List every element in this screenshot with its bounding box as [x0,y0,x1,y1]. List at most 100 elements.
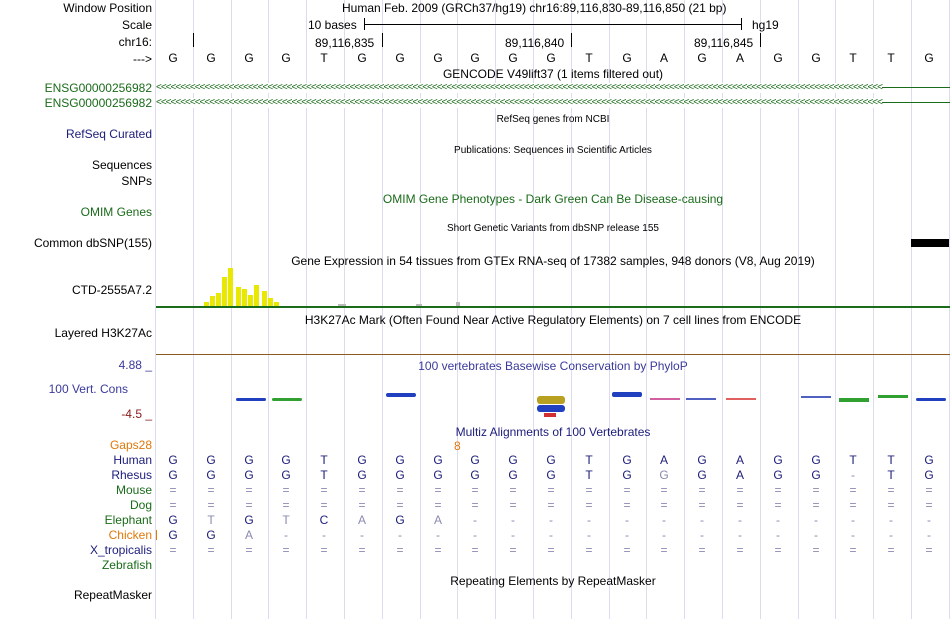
gtex-bar[interactable] [222,277,227,306]
gridline [457,0,458,619]
snps-label[interactable]: SNPs [121,174,152,188]
alignment-base: = [396,543,404,557]
coord-tick-3 [760,33,761,47]
alignment-base: G [395,453,405,467]
gtex-bar[interactable] [242,289,247,306]
alignment-base: = [207,543,215,557]
gtex-track-title[interactable]: Gene Expression in 54 tissues from GTEx … [291,254,815,268]
alignment-base: - [814,513,818,527]
alignment-base: T [849,453,857,467]
gridline [533,0,534,619]
species-rhesus-label[interactable]: Rhesus [111,468,152,482]
alignment-base: - [851,528,855,542]
gtex-bar[interactable] [236,287,241,306]
sequence-base: G [168,51,178,65]
cons-max-label: 4.88 _ [118,358,152,372]
repeatmasker-label[interactable]: RepeatMasker [73,588,152,602]
species-chicken-label[interactable]: Chicken [108,528,152,542]
species-elephant-label[interactable]: Elephant [104,513,152,527]
multiz-track-title[interactable]: Multiz Alignments of 100 Vertebrates [455,425,651,439]
alignment-base: - [625,513,629,527]
gtex-expression-bars[interactable] [156,268,950,306]
alignment-base: = [396,483,404,497]
dbsnp-label[interactable]: Common dbSNP(155) [33,236,152,250]
h3k27ac-label[interactable]: Layered H3K27Ac [54,326,152,340]
cons-label[interactable]: 100 Vert. Cons [48,382,128,396]
refseq-track-title[interactable]: RefSeq genes from NCBI [496,114,610,125]
sequence-base: G [697,51,707,65]
species-xtropicalis-label[interactable]: X_tropicalis [89,543,152,557]
alignment-base: - [587,513,591,527]
alignment-base: = [358,543,366,557]
sequence-base: G [773,51,783,65]
alignment-base: G [395,513,405,527]
gencode-gene-1[interactable]: <<<<<<<<<<<<<<<<<<<<<<<<<<<<<<<<<<<<<<<<… [156,83,950,93]
gtex-bar[interactable] [262,291,267,306]
alignment-base: = [774,543,782,557]
alignment-base: = [698,498,706,512]
sequence-base: G [546,51,556,65]
scale-bar-tick-right [741,18,742,30]
cons-min-label: -4.5 _ [121,407,152,421]
h3k27ac-track-title[interactable]: H3K27Ac Mark (Often Found Near Active Re… [304,313,802,327]
species-zebrafish-label[interactable]: Zebrafish [101,558,152,572]
phylop-conservation-logo[interactable] [156,388,950,418]
track-label-column: Window Position Scale chr16: ---> ENSG00… [0,0,155,619]
alignment-base: = [812,543,820,557]
dbsnp-track-title[interactable]: Short Genetic Variants from dbSNP releas… [447,223,659,234]
track-display-area[interactable]: Human Feb. 2009 (GRCh37/hg19) chr16:89,1… [155,0,950,619]
alignment-base: = [509,498,517,512]
sequences-label[interactable]: Sequences [91,158,152,172]
gtex-bar[interactable] [268,298,273,306]
alignment-base: = [698,483,706,497]
gencode-track-title[interactable]: GENCODE V49lift37 (1 items filtered out) [442,67,664,81]
scale-bar-tick-left [364,18,365,30]
alignment-row-dog[interactable]: = = = = = = = = = = = = = = = = = = = = = [156,498,950,512]
gridline [835,0,836,619]
gtex-bar[interactable] [216,293,221,306]
species-human-label[interactable]: Human [113,453,152,467]
repeatmasker-track-title[interactable]: Repeating Elements by RepeatMasker [450,574,656,588]
alignment-base: - [662,528,666,542]
omim-track-title[interactable]: OMIM Gene Phenotypes - Dark Green Can Be… [382,192,724,206]
gtex-bar[interactable] [248,295,253,306]
gridline [571,0,572,619]
phylop-mark-9 [686,398,716,400]
alignment-base: = [245,483,253,497]
gene-strand-chevrons-2: <<<<<<<<<<<<<<<<<<<<<<<<<<<<<<<<<<<<<<<<… [156,98,883,108]
ensg-label-2[interactable]: ENSG00000256982 [44,96,152,110]
alignment-row-mouse[interactable]: = = = = = = = = = = = = = = = = = = = = = [156,483,950,497]
alignment-row-xtropicalis[interactable]: = = = = = = = = = = = = = = = = = = = = = [156,543,950,557]
phylop-track-title[interactable]: 100 vertebrates Basewise Conservation by… [418,359,688,373]
gencode-gene-2[interactable]: <<<<<<<<<<<<<<<<<<<<<<<<<<<<<<<<<<<<<<<<… [156,98,950,108]
alignment-base: = [207,483,215,497]
gridline [155,0,156,619]
alignment-base: G [546,453,556,467]
gtex-bar[interactable] [274,302,279,306]
dbsnp-variant-bar[interactable] [911,239,949,247]
omim-label[interactable]: OMIM Genes [80,205,152,219]
species-dog-label[interactable]: Dog [129,498,152,512]
publications-track-title[interactable]: Publications: Sequences in Scientific Ar… [454,145,652,156]
alignment-base: = [396,498,404,512]
sequence-base: G [622,51,632,65]
phylop-mark-8 [650,398,680,400]
refseq-label[interactable]: RefSeq Curated [65,127,152,141]
gaps-label[interactable]: Gaps28 [109,438,152,452]
sequence-base: T [887,51,895,65]
sequence-base: T [585,51,593,65]
ensg-label-1[interactable]: ENSG00000256982 [44,81,152,95]
alignment-base: = [585,498,593,512]
species-mouse-label[interactable]: Mouse [115,483,152,497]
gtex-bar[interactable] [228,268,233,306]
ctd-label[interactable]: CTD-2555A7.2 [71,283,152,297]
sequence-base: G [433,51,443,65]
gtex-bar[interactable] [204,302,209,306]
gtex-bar[interactable] [254,285,259,306]
gtex-bar[interactable] [210,296,215,306]
gtex-low-bar-2 [416,304,422,306]
